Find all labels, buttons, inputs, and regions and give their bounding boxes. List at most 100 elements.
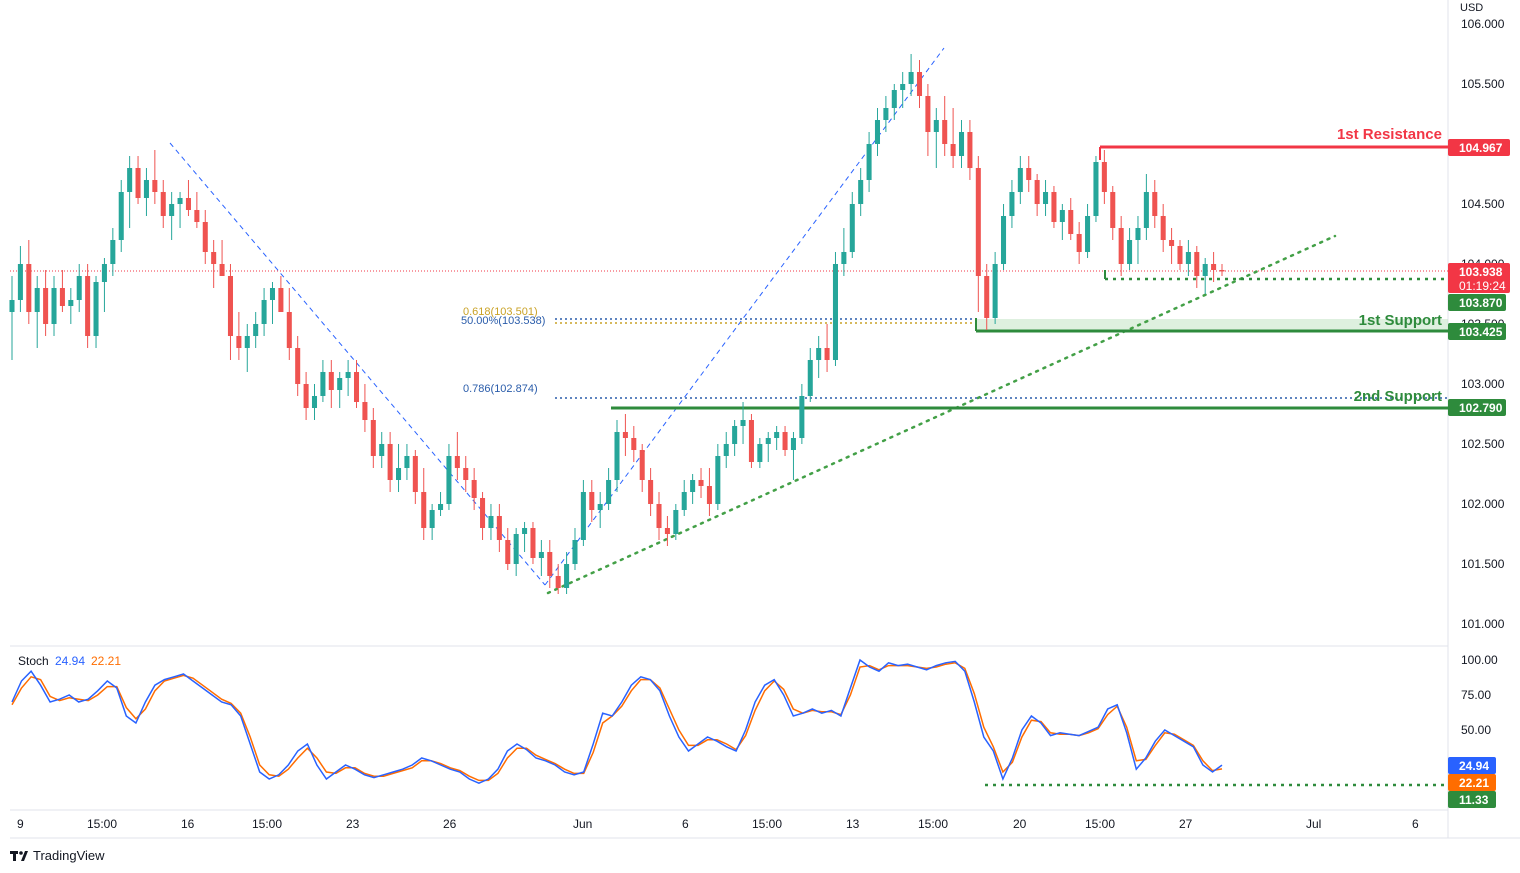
candle[interactable] [9, 276, 15, 360]
candle[interactable] [1169, 228, 1175, 264]
candle[interactable] [950, 108, 956, 168]
candle[interactable] [370, 408, 376, 468]
candle[interactable] [606, 468, 612, 510]
candle[interactable] [1127, 228, 1133, 270]
trend-line-down[interactable] [169, 142, 546, 586]
candle[interactable] [185, 180, 191, 216]
candle[interactable] [387, 432, 393, 492]
candle[interactable] [1034, 174, 1040, 216]
candle[interactable] [942, 96, 948, 156]
candle[interactable] [782, 426, 788, 456]
candle[interactable] [799, 384, 805, 444]
candle[interactable] [631, 426, 637, 462]
candle[interactable] [261, 288, 267, 336]
candle[interactable] [286, 288, 292, 360]
candle[interactable] [295, 336, 301, 396]
stoch-axis[interactable]: 100.00 75.00 50.00 [1461, 653, 1498, 737]
candle[interactable] [648, 468, 654, 516]
candle[interactable] [807, 348, 813, 402]
candle[interactable] [135, 156, 141, 204]
candle[interactable] [253, 312, 259, 348]
candle[interactable] [925, 84, 931, 156]
candle[interactable] [345, 360, 351, 396]
candle[interactable] [353, 360, 360, 408]
candle[interactable] [748, 414, 754, 468]
drawings[interactable] [169, 47, 1448, 787]
candle[interactable] [933, 108, 939, 168]
candle[interactable] [538, 540, 544, 576]
candle[interactable] [740, 402, 746, 444]
candle[interactable] [1160, 204, 1166, 252]
candle[interactable] [438, 492, 444, 516]
tradingview-logo[interactable]: TradingView [10, 848, 105, 863]
candle[interactable] [1101, 150, 1107, 204]
candle[interactable] [26, 240, 32, 324]
trend-line-up[interactable] [544, 47, 945, 586]
candle[interactable] [236, 312, 242, 360]
candle[interactable] [547, 540, 553, 588]
candle[interactable] [412, 450, 418, 504]
candle[interactable] [1143, 174, 1149, 240]
candle[interactable] [118, 180, 124, 252]
candle[interactable] [639, 444, 645, 492]
candle[interactable] [93, 276, 99, 348]
candle[interactable] [463, 456, 469, 492]
candle[interactable] [17, 246, 23, 312]
candle[interactable] [51, 276, 57, 336]
stoch-legend[interactable]: Stoch 24.94 22.21 [18, 654, 121, 668]
candle[interactable] [219, 240, 225, 276]
candle[interactable] [555, 564, 561, 594]
candle[interactable] [858, 168, 864, 216]
candle[interactable] [480, 492, 486, 540]
candle[interactable] [958, 120, 965, 168]
candle[interactable] [1202, 258, 1208, 294]
candle[interactable] [723, 432, 729, 468]
candle[interactable] [580, 480, 586, 546]
price-axis[interactable]: USD 106.000 105.500 104.500 104.000 103.… [1460, 2, 1505, 631]
candle[interactable] [757, 438, 763, 468]
candle[interactable] [698, 468, 704, 498]
candle[interactable] [1051, 186, 1057, 228]
candle[interactable] [177, 192, 183, 228]
candle[interactable] [337, 372, 343, 408]
candle[interactable] [211, 240, 217, 288]
candle[interactable] [900, 72, 906, 108]
candle[interactable] [320, 360, 326, 402]
candle[interactable] [908, 54, 914, 96]
candle[interactable] [1043, 180, 1049, 216]
candle[interactable] [824, 324, 830, 372]
candle[interactable] [471, 468, 477, 510]
candle[interactable] [1068, 198, 1074, 240]
candle[interactable] [85, 264, 91, 348]
candle[interactable] [522, 522, 528, 552]
candle[interactable] [564, 552, 570, 594]
candle[interactable] [1076, 222, 1082, 264]
candle[interactable] [1219, 264, 1225, 276]
candle[interactable] [530, 522, 536, 564]
candle[interactable] [269, 282, 276, 324]
candle[interactable] [404, 444, 410, 480]
candle[interactable] [1135, 216, 1141, 264]
candle[interactable] [589, 480, 595, 522]
candle[interactable] [706, 468, 712, 516]
candle[interactable] [1110, 186, 1116, 240]
candle[interactable] [690, 474, 696, 504]
candle[interactable] [866, 132, 872, 192]
candle[interactable] [160, 180, 166, 228]
candle[interactable] [169, 192, 175, 240]
candle[interactable] [1009, 180, 1015, 228]
candle[interactable] [874, 108, 881, 156]
stoch-k-line[interactable] [11, 658, 1223, 785]
candle[interactable] [68, 288, 74, 324]
candle[interactable] [311, 384, 318, 420]
candle[interactable] [227, 264, 233, 360]
candle[interactable] [975, 156, 981, 312]
candle[interactable] [127, 156, 133, 228]
candle[interactable] [883, 96, 889, 132]
candle[interactable] [597, 492, 603, 528]
candle[interactable] [396, 444, 402, 492]
candle[interactable] [916, 60, 923, 108]
candle[interactable] [446, 444, 452, 510]
candle[interactable] [34, 276, 40, 348]
candle[interactable] [496, 504, 502, 552]
